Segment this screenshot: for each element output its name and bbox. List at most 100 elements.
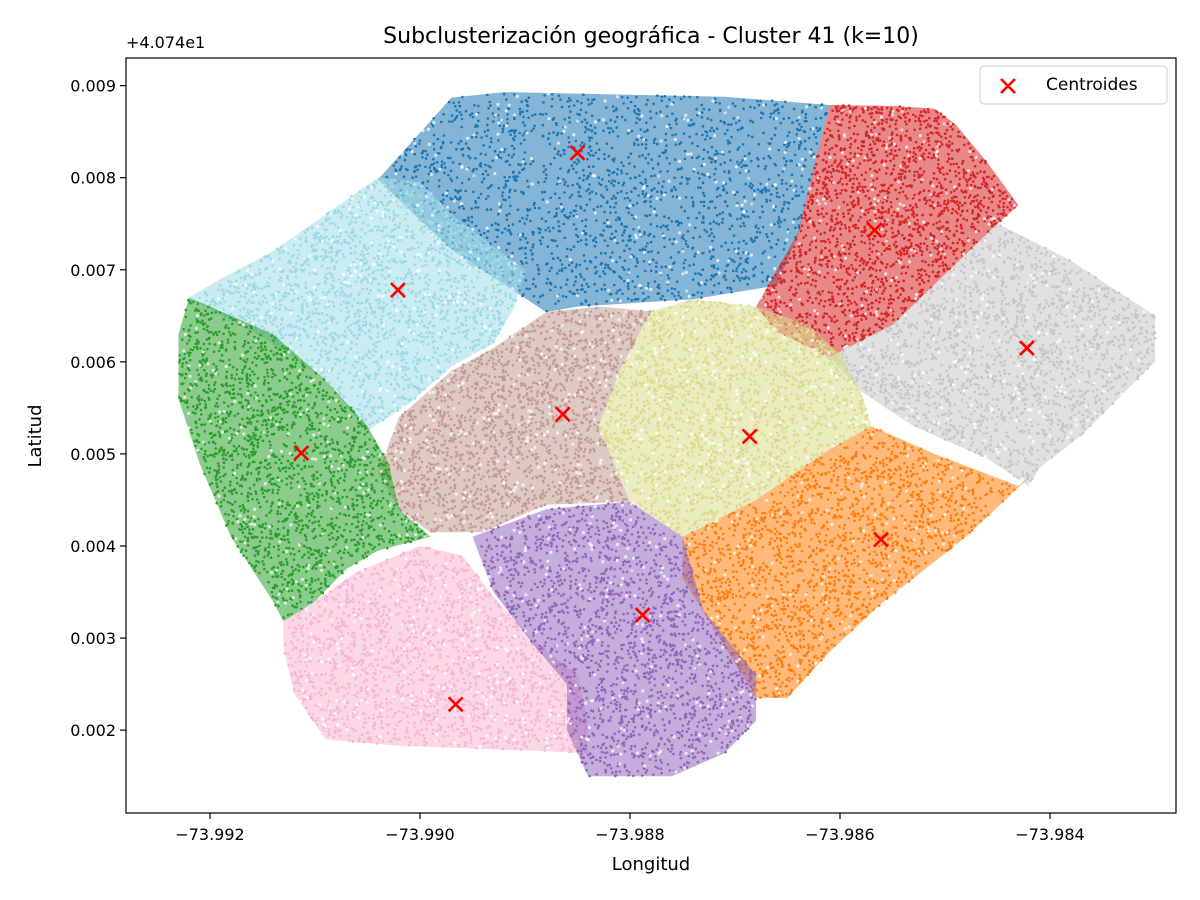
scatter-point <box>1093 314 1096 318</box>
scatter-point <box>692 202 695 206</box>
scatter-point <box>783 200 786 204</box>
scatter-point <box>826 265 829 269</box>
scatter-point <box>957 388 961 392</box>
scatter-point <box>774 126 777 130</box>
scatter-point <box>943 177 947 181</box>
scatter-point <box>851 239 855 243</box>
scatter-point <box>784 257 787 260</box>
scatter-point <box>661 185 664 188</box>
scatter-point <box>904 116 907 119</box>
scatter-point <box>814 297 818 300</box>
scatter-point <box>754 225 757 229</box>
scatter-point <box>554 122 558 125</box>
scatter-point <box>961 340 965 343</box>
scatter-point <box>671 242 674 246</box>
scatter-point <box>805 315 809 319</box>
scatter-point <box>675 122 678 126</box>
scatter-point <box>944 428 948 432</box>
scatter-point <box>1004 332 1007 336</box>
scatter-point <box>992 223 996 226</box>
scatter-point <box>839 220 842 224</box>
scatter-point <box>947 237 950 240</box>
scatter-point <box>869 354 873 358</box>
scatter-point <box>1004 325 1008 328</box>
scatter-point <box>823 331 826 334</box>
scatter-point <box>784 163 787 167</box>
scatter-point <box>814 322 818 325</box>
scatter-point <box>672 185 676 189</box>
scatter-point <box>1074 323 1077 327</box>
scatter-point <box>861 330 865 333</box>
scatter-point <box>847 174 851 177</box>
scatter-gap <box>782 167 786 171</box>
scatter-point <box>769 112 773 116</box>
scatter-point <box>766 275 770 278</box>
scatter-point <box>985 211 988 214</box>
scatter-point <box>1128 329 1132 332</box>
scatter-point <box>872 376 875 380</box>
scatter-point <box>641 249 644 252</box>
scatter-point <box>1059 350 1063 354</box>
scatter-point <box>605 122 608 125</box>
scatter-point <box>737 247 740 250</box>
scatter-point <box>846 138 850 142</box>
scatter-point <box>688 264 691 267</box>
scatter-gap <box>673 137 677 142</box>
scatter-point <box>955 377 959 381</box>
scatter-gap <box>723 111 727 115</box>
scatter-gap <box>627 129 631 133</box>
scatter-gap <box>879 115 884 119</box>
scatter-point <box>913 178 916 182</box>
scatter-gap <box>580 231 585 235</box>
scatter-point <box>611 105 615 108</box>
scatter-point <box>870 289 873 293</box>
scatter-point <box>688 95 691 99</box>
scatter-point <box>811 181 815 185</box>
scatter-point <box>891 131 894 134</box>
scatter-point <box>479 152 483 156</box>
scatter-point <box>684 242 688 246</box>
scatter-point <box>819 116 823 120</box>
scatter-point <box>544 112 548 116</box>
scatter-point <box>927 189 931 193</box>
scatter-point <box>975 199 978 202</box>
scatter-point <box>906 165 910 168</box>
scatter-gap <box>939 247 943 251</box>
scatter-point <box>608 131 611 135</box>
scatter-point <box>910 185 913 189</box>
scatter-point <box>761 225 765 229</box>
scatter-point <box>702 251 705 255</box>
scatter-gap <box>734 249 738 253</box>
scatter-point <box>502 198 505 201</box>
scatter-point <box>792 293 795 296</box>
scatter-point <box>884 403 887 406</box>
scatter-point <box>846 158 849 161</box>
scatter-point <box>958 424 962 428</box>
scatter-point <box>677 294 680 297</box>
scatter-point <box>903 120 907 123</box>
scatter-point <box>613 271 616 274</box>
scatter-point <box>842 171 845 174</box>
scatter-point <box>588 145 591 149</box>
scatter-gap <box>722 181 726 185</box>
scatter-point <box>538 231 541 234</box>
scatter-point <box>697 186 700 189</box>
scatter-point <box>486 187 490 190</box>
scatter-point <box>895 133 899 137</box>
scatter-gap <box>845 162 850 166</box>
scatter-point <box>675 280 679 284</box>
scatter-point <box>712 129 716 133</box>
scatter-point <box>486 229 490 233</box>
scatter-point <box>682 95 686 98</box>
scatter-gap <box>772 204 776 209</box>
scatter-point <box>659 297 663 301</box>
scatter-point <box>1081 431 1085 435</box>
scatter-point <box>731 269 735 273</box>
scatter-point <box>750 238 753 242</box>
scatter-point <box>698 211 701 215</box>
scatter-point <box>1095 414 1099 418</box>
scatter-point <box>1110 366 1113 370</box>
scatter-point <box>890 205 893 209</box>
scatter-point <box>961 416 964 419</box>
scatter-point <box>763 250 766 253</box>
